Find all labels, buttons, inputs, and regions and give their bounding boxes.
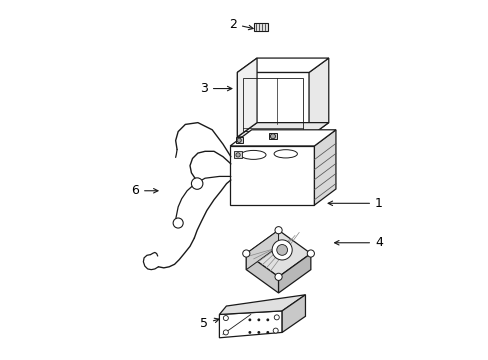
- Polygon shape: [282, 295, 305, 332]
- Polygon shape: [314, 130, 335, 205]
- Polygon shape: [234, 151, 241, 158]
- Polygon shape: [308, 58, 328, 137]
- Ellipse shape: [241, 150, 265, 159]
- Circle shape: [223, 330, 228, 335]
- Polygon shape: [230, 130, 335, 146]
- Polygon shape: [230, 146, 314, 205]
- Text: 4: 4: [334, 236, 382, 249]
- Circle shape: [276, 244, 287, 255]
- Polygon shape: [219, 295, 305, 315]
- Polygon shape: [269, 133, 277, 139]
- Circle shape: [257, 331, 260, 334]
- Text: 2: 2: [228, 18, 253, 31]
- Polygon shape: [237, 72, 308, 137]
- Circle shape: [274, 226, 282, 234]
- Circle shape: [257, 319, 260, 321]
- Text: 5: 5: [200, 317, 219, 330]
- Circle shape: [248, 319, 251, 321]
- Circle shape: [173, 218, 183, 228]
- Circle shape: [248, 331, 251, 334]
- Circle shape: [274, 315, 279, 320]
- Circle shape: [223, 316, 228, 320]
- Polygon shape: [267, 131, 281, 136]
- Circle shape: [191, 178, 203, 189]
- Text: 6: 6: [131, 184, 158, 197]
- Text: 1: 1: [327, 197, 382, 210]
- Circle shape: [274, 273, 282, 280]
- Circle shape: [242, 250, 249, 257]
- Text: 3: 3: [200, 82, 231, 95]
- Circle shape: [237, 138, 241, 143]
- Circle shape: [306, 250, 314, 257]
- Ellipse shape: [274, 150, 297, 158]
- Circle shape: [270, 134, 275, 139]
- Polygon shape: [237, 123, 328, 137]
- Circle shape: [235, 153, 240, 157]
- Circle shape: [273, 328, 278, 333]
- Polygon shape: [246, 230, 310, 277]
- Circle shape: [271, 240, 292, 260]
- Circle shape: [266, 319, 269, 321]
- Polygon shape: [278, 253, 310, 293]
- Polygon shape: [254, 23, 267, 31]
- Polygon shape: [237, 58, 328, 72]
- Polygon shape: [235, 138, 242, 143]
- Polygon shape: [219, 311, 282, 338]
- Polygon shape: [237, 58, 257, 137]
- Polygon shape: [246, 253, 278, 293]
- Polygon shape: [246, 230, 278, 270]
- Circle shape: [266, 331, 269, 334]
